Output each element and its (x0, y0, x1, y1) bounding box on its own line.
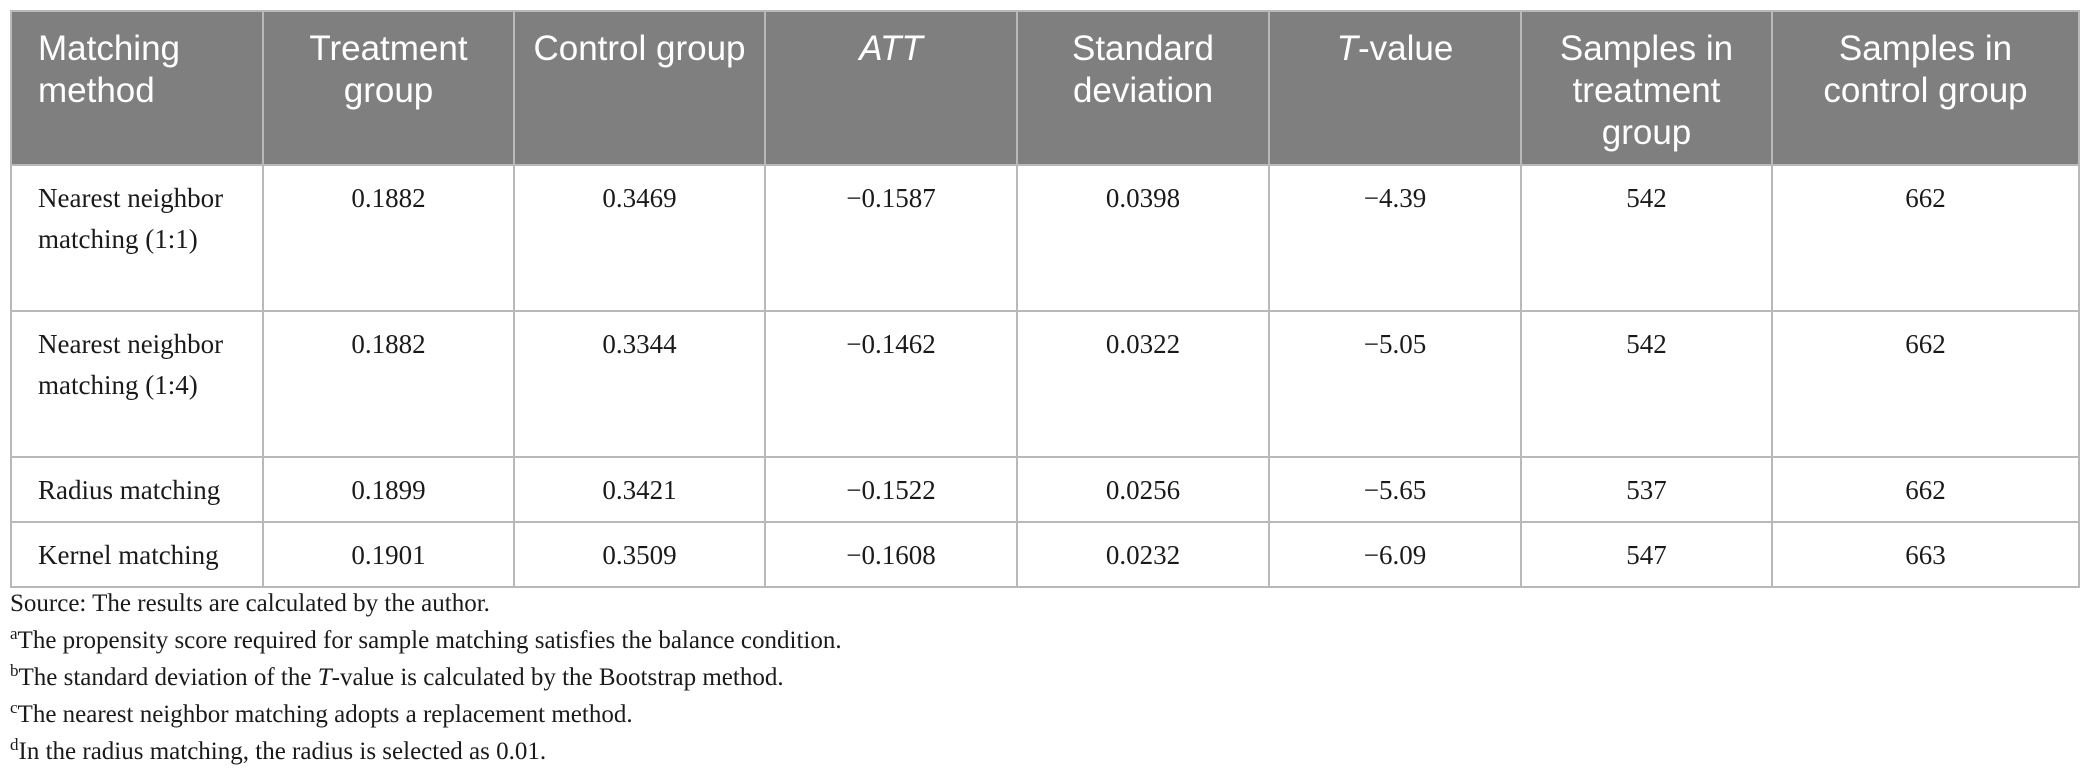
footnote-b-text-end: -value is calculated by the Bootstrap me… (331, 664, 784, 691)
table-row: Radius matching 0.1899 0.3421 −0.1522 0.… (10, 456, 2080, 523)
footnote-c-text: The nearest neighbor matching adopts a r… (17, 701, 633, 728)
cell-samples-control: 663 (1771, 521, 2080, 588)
header-samples-control: Samples in control group (1771, 10, 2080, 166)
header-row: Matching method Treatment group Control … (10, 10, 2080, 166)
cell-samples-treatment: 542 (1520, 310, 1773, 458)
footnote-b-text-start: The standard deviation of the (18, 664, 318, 691)
cell-control: 0.3469 (513, 164, 766, 312)
cell-treatment: 0.1882 (262, 310, 515, 458)
footnote-b-text-t: T (317, 664, 332, 691)
cell-att: −0.1522 (764, 456, 1018, 523)
footnote-b: bThe standard deviation of the T-value i… (10, 659, 2070, 696)
cell-treatment: 0.1882 (262, 164, 515, 312)
table-row: Nearest neighbor matching (1:4) 0.1882 0… (10, 310, 2080, 458)
cell-t-value: −6.09 (1268, 521, 1522, 588)
cell-t-value: −4.39 (1268, 164, 1522, 312)
footnote-d-text: In the radius matching, the radius is se… (18, 738, 547, 765)
results-table-container: Matching method Treatment group Control … (10, 10, 2080, 588)
header-samples-treatment: Samples in treatment group (1520, 10, 1773, 166)
cell-samples-control: 662 (1771, 310, 2080, 458)
cell-att: −0.1587 (764, 164, 1018, 312)
cell-sd: 0.0322 (1016, 310, 1270, 458)
footnote-c-mark: c (10, 698, 18, 717)
cell-samples-treatment: 537 (1520, 456, 1773, 523)
header-standard-deviation: Standard deviation (1016, 10, 1270, 166)
footnote-c: cThe nearest neighbor matching adopts a … (10, 696, 2070, 733)
footnote-a-text: The propensity score required for sample… (17, 627, 842, 654)
cell-method: Nearest neighbor matching (1:1) (10, 164, 264, 312)
cell-method: Radius matching (10, 456, 264, 523)
cell-control: 0.3509 (513, 521, 766, 588)
cell-att: −0.1462 (764, 310, 1018, 458)
footnote-a: aThe propensity score required for sampl… (10, 622, 2070, 659)
source-note: Source: The results are calculated by th… (10, 590, 490, 617)
results-table: Matching method Treatment group Control … (10, 10, 2080, 588)
cell-t-value: −5.65 (1268, 456, 1522, 523)
table-row: Nearest neighbor matching (1:1) 0.1882 0… (10, 164, 2080, 312)
footnote-d: dIn the radius matching, the radius is s… (10, 733, 2070, 770)
table-footnotes: Source: The results are calculated by th… (10, 585, 2070, 770)
cell-sd: 0.0256 (1016, 456, 1270, 523)
header-t-value: T-value (1268, 10, 1522, 166)
cell-sd: 0.0232 (1016, 521, 1270, 588)
header-control-group: Control group (513, 10, 766, 166)
header-t-value-prefix: T (1336, 29, 1359, 68)
cell-att: −0.1608 (764, 521, 1018, 588)
header-att: ATT (764, 10, 1018, 166)
cell-method: Kernel matching (10, 521, 264, 588)
cell-method: Nearest neighbor matching (1:4) (10, 310, 264, 458)
cell-sd: 0.0398 (1016, 164, 1270, 312)
footnote-a-mark: a (10, 624, 18, 643)
header-treatment-group: Treatment group (262, 10, 515, 166)
cell-samples-control: 662 (1771, 456, 2080, 523)
cell-control: 0.3344 (513, 310, 766, 458)
table-row: Kernel matching 0.1901 0.3509 −0.1608 0.… (10, 521, 2080, 588)
header-matching-method: Matching method (10, 10, 264, 166)
footnote-d-mark: d (10, 735, 19, 754)
cell-samples-treatment: 542 (1520, 164, 1773, 312)
cell-treatment: 0.1901 (262, 521, 515, 588)
cell-control: 0.3421 (513, 456, 766, 523)
footnote-b-mark: b (10, 661, 19, 680)
cell-t-value: −5.05 (1268, 310, 1522, 458)
cell-treatment: 0.1899 (262, 456, 515, 523)
cell-samples-treatment: 547 (1520, 521, 1773, 588)
header-att-label: ATT (859, 29, 923, 68)
header-t-value-suffix: -value (1358, 29, 1454, 68)
cell-samples-control: 662 (1771, 164, 2080, 312)
